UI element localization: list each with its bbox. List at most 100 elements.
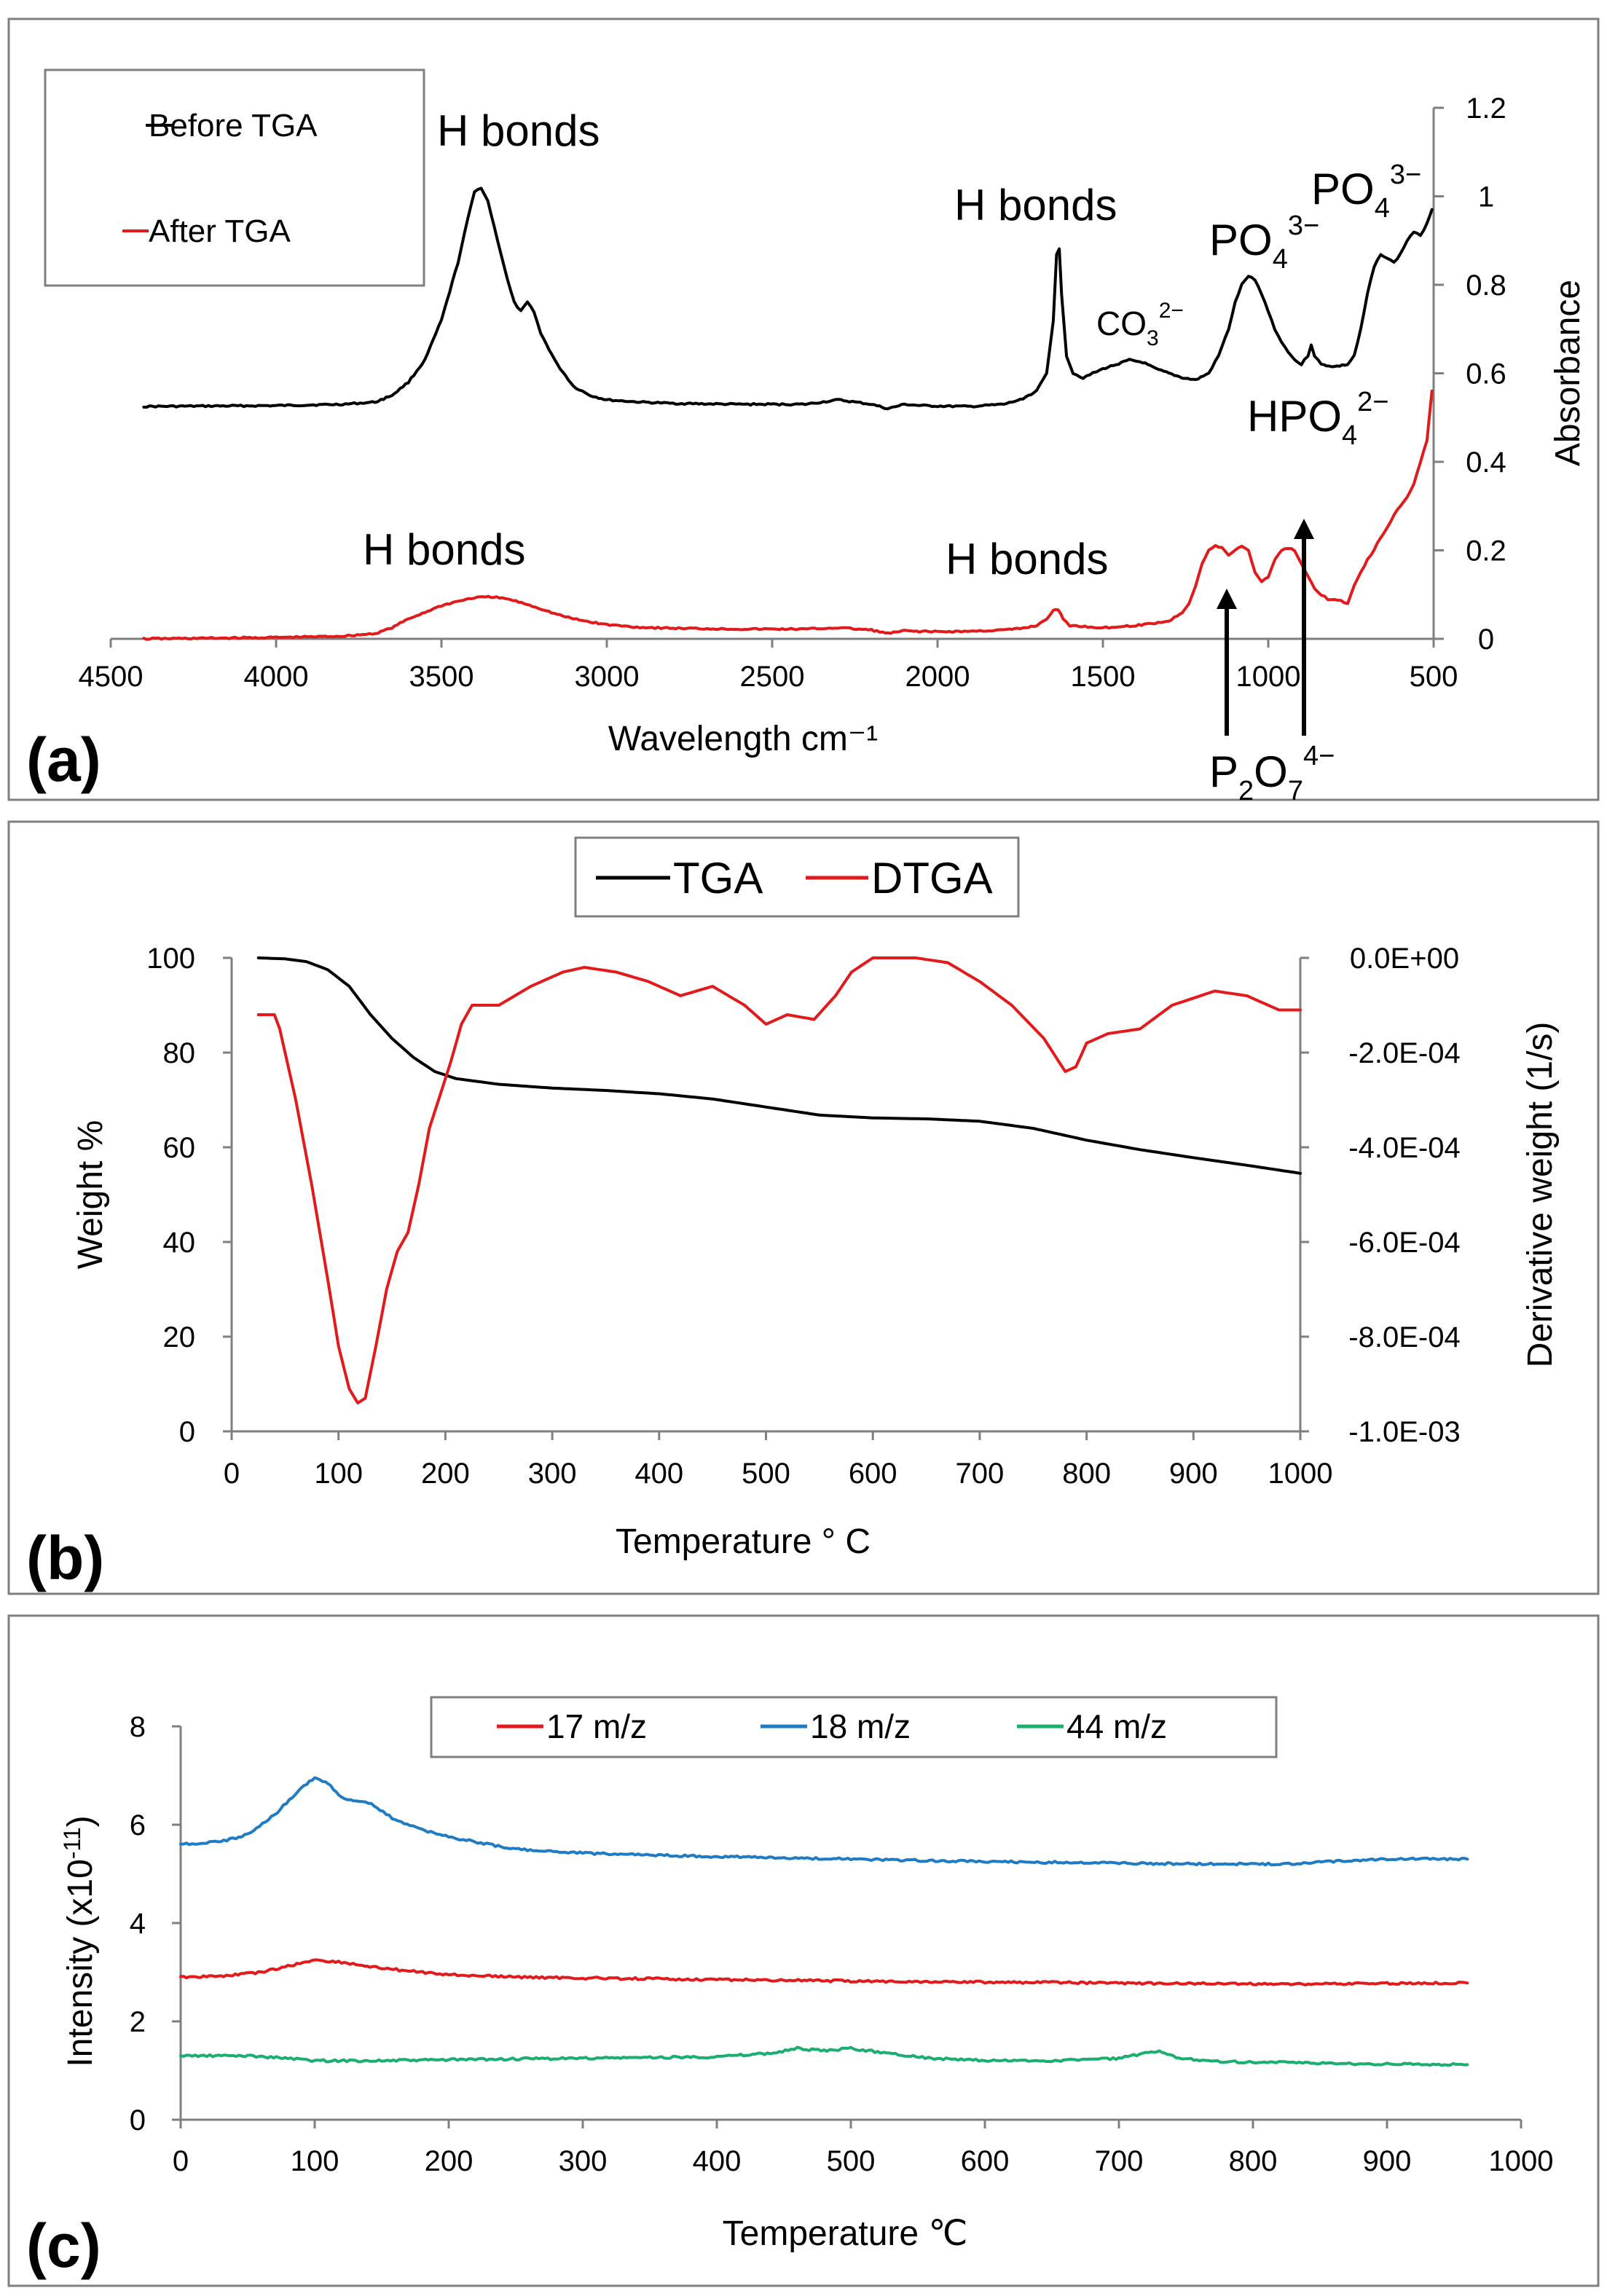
panel-b-right-tick-label: 0.0E+00 [1350,943,1459,975]
panel-b-right-tick-label: -1.0E-03 [1348,1416,1460,1448]
annot-h-bonds-after-2: H bonds [946,535,1108,583]
legend-label-17: 17 m/z [546,1707,647,1745]
panel-c-y-tick-label: 2 [130,2006,146,2038]
annot-p2o7: P2O74− [1209,741,1335,806]
panel-b-x-tick-label: 500 [742,1458,790,1490]
panel-b-series [256,956,1302,1404]
panel-b-x-tick-label: 400 [634,1458,683,1490]
panel-c-ms: 0 100 200 300 400 500 600 700 800 900 1000 0 2 4 6 8 T… [7,1614,1600,2287]
panel-a-series [142,186,1434,641]
panel-b-x-tick-label: 1000 [1268,1458,1333,1490]
panel-c-letter: (c) [26,2212,101,2280]
panel-c-legend [430,1696,1278,1758]
panel-b-x-tick-label: 800 [1062,1458,1111,1490]
panel-a-x-tick-label: 3000 [575,661,640,693]
panel-a-y-ticks: 0 0.2 0.4 0.6 0.8 1 1.2 [1434,93,1506,656]
panel-a-letter: (a) [26,726,101,794]
p2o7-arrow-right-head [1294,519,1314,539]
legend-label-dtga: DTGA [871,854,993,903]
panel-b-right-tick-label: -4.0E-04 [1348,1132,1460,1164]
panel-b-x-tick-label: 600 [849,1458,897,1490]
panel-b-tga: 0 100 200 300 400 500 600 700 800 900 1000 0 20 40 60… [7,820,1600,1595]
panel-b-right-axis-title: Derivative weight (1/s) [1521,1022,1560,1368]
panel-c-x-tick-label: 0 [173,2145,189,2177]
panel-b-left-axis-title: Weight % [71,1120,110,1270]
panel-a-x-axis-title: Wavelength cm⁻¹ [608,720,878,758]
panel-a-x-tick-label: 4500 [79,661,144,693]
panel-b-series-line-tga [256,956,1302,1175]
panel-b-left-ticks: 0 20 40 60 80 100 [146,943,232,1448]
panel-b-left-tick-label: 60 [163,1132,196,1164]
panel-b-x-axis-title: Temperature ° C [616,1522,871,1561]
panel-a-y-tick-label: 0.8 [1466,270,1506,302]
panel-b-x-tick-label: 900 [1169,1458,1218,1490]
panel-a-x-ticks: 4500 4000 3500 3000 2500 2000 1500 1000 500 [79,639,1458,693]
panel-a-series-line-before-tga [142,186,1434,411]
legend-label-18: 18 m/z [810,1707,911,1745]
panel-c-y-tick-label: 6 [130,1809,146,1841]
panel-c-y-tick-label: 0 [130,2104,146,2136]
panel-a-y-tick-label: 0.4 [1466,447,1506,479]
annot-h-bonds-before-1: H bonds [437,106,600,155]
panel-c-x-tick-label: 500 [827,2145,876,2177]
panel-a-y-tick-label: 1.2 [1466,93,1506,125]
legend-label-after: After TGA [149,213,291,249]
panel-b-series-line-dtga [256,956,1302,1404]
panel-b-left-tick-label: 40 [163,1227,196,1259]
panel-b-left-tick-label: 20 [163,1321,196,1353]
panel-b-frame [7,820,1600,1595]
panel-c-x-tick-label: 300 [559,2145,608,2177]
panel-b-left-tick-label: 0 [179,1416,195,1448]
panel-c-x-tick-label: 700 [1095,2145,1144,2177]
panel-c-x-tick-label: 100 [291,2145,339,2177]
panel-c-series-line-44-mz [179,2045,1469,2067]
panel-c-y-tick-label: 8 [130,1711,146,1743]
panel-b-x-tick-label: 100 [314,1458,363,1490]
annot-hpo4: HPO42− [1247,387,1389,451]
panel-a-y-tick-label: 1 [1478,181,1494,213]
annot-po4-top: PO43− [1311,160,1421,224]
panel-b-left-tick-label: 80 [163,1037,196,1069]
panel-b-left-tick-label: 100 [146,943,195,975]
panel-b-x-ticks: 0 100 200 300 400 500 600 700 800 900 1000 [224,1431,1333,1490]
panel-b-right-tick-label: -2.0E-04 [1348,1037,1460,1069]
panel-c-y-axis-title: Intensity (x10-11) [59,1815,100,2067]
panel-c-y-tick-label: 4 [130,1908,146,1940]
panel-c-x-ticks: 0 100 200 300 400 500 600 700 800 900 1000 [173,2120,1554,2177]
panel-a-y-tick-label: 0.2 [1466,535,1506,567]
panel-a-x-tick-label: 3500 [409,661,474,693]
panel-a-x-tick-label: 1500 [1071,661,1136,693]
panel-c-x-tick-label: 400 [693,2145,742,2177]
annot-h-bonds-before-2: H bonds [954,181,1117,229]
panel-b-x-tick-label: 300 [528,1458,577,1490]
panel-a-x-tick-label: 4000 [244,661,309,693]
p2o7-arrow-left-head [1217,589,1237,609]
panel-a-x-tick-label: 2000 [905,661,970,693]
panel-c-series [179,1776,1469,2067]
annot-co3: CO32− [1096,299,1184,350]
panel-c-series-line-17-mz [179,1958,1469,1986]
panel-a-legend [44,68,425,287]
legend-label-44: 44 m/z [1066,1707,1167,1745]
panel-b-letter: (b) [26,1524,104,1592]
panel-c-series-line-18-mz [179,1776,1469,1867]
panel-a-x-tick-label: 2500 [740,661,805,693]
panel-a-ftir: 4500 4000 3500 3000 2500 2000 1500 1000 500 0 0.2… [7,17,1600,806]
panel-b-x-tick-label: 200 [421,1458,470,1490]
legend-label-tga: TGA [673,854,763,903]
panel-b-right-tick-label: -8.0E-04 [1348,1321,1460,1353]
panel-b-right-tick-label: -6.0E-04 [1348,1227,1460,1259]
panel-c-y-ticks: 0 2 4 6 8 [130,1711,181,2136]
panel-c-x-tick-label: 900 [1363,2145,1412,2177]
panel-a-x-tick-label: 500 [1410,661,1458,693]
panel-c-x-tick-label: 600 [961,2145,1010,2177]
panel-a-series-line-after-tga [142,389,1434,641]
panel-a-y-axis-title: Absorbance [1549,280,1587,466]
panel-c-x-tick-label: 1000 [1489,2145,1554,2177]
legend-label-before: Before TGA [149,108,318,144]
panel-c-x-tick-label: 800 [1229,2145,1278,2177]
panel-a-y-tick-label: 0.6 [1466,358,1506,390]
panel-c-x-tick-label: 200 [425,2145,474,2177]
panel-a-x-tick-label: 1000 [1236,661,1301,693]
